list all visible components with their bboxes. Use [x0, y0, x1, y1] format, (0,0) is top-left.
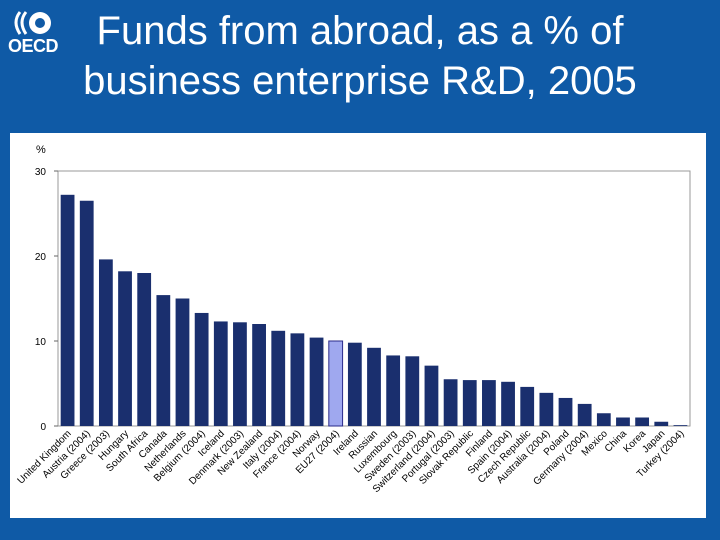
bar-eu27-2004	[328, 340, 344, 427]
bar-france-2004	[290, 333, 305, 426]
bar-czech-republic	[520, 386, 535, 426]
y-tick-label: 10	[35, 337, 47, 348]
bar-norway	[309, 337, 324, 426]
bar-canada	[156, 295, 171, 426]
oecd-logo	[6, 8, 66, 68]
y-tick-label: 30	[35, 167, 47, 178]
bar-australia-2004	[539, 392, 554, 426]
oecd-logo-mark-icon	[14, 11, 51, 35]
y-tick-label: 0	[40, 422, 46, 433]
bar-luxembourg	[386, 355, 401, 426]
bar-poland	[558, 397, 573, 426]
bar-greece-2003	[98, 259, 113, 426]
bar-slovak-republic	[462, 380, 477, 426]
bar-new-zealand	[252, 324, 266, 426]
bar-russian	[367, 347, 381, 426]
chart-panel: % 0 10 20 30 United Kingdom Austria (2004) Gree…	[10, 133, 706, 518]
bar-japan	[654, 421, 669, 426]
y-tick-label: 20	[35, 252, 47, 263]
bar-austria-2004	[79, 200, 94, 426]
bar-united-kingdom	[60, 194, 75, 426]
bar-spain-2004	[501, 381, 515, 426]
bar-ireland	[347, 342, 362, 426]
oecd-logo-text: OECD	[8, 36, 59, 56]
bar-sweden-2003	[405, 356, 420, 426]
bar-mexico	[596, 413, 611, 426]
bar-china	[616, 417, 630, 426]
page-title: Funds from abroad, as a % of business en…	[0, 6, 720, 106]
bar-portugal-2003	[443, 379, 458, 426]
bar-finland	[482, 380, 496, 426]
bar-turkey-2004	[673, 425, 688, 426]
bar-denmark-2003	[233, 322, 247, 426]
bar-korea	[635, 417, 650, 426]
bar-switzerland-2004	[424, 365, 439, 426]
bar-belgium-2004	[194, 312, 209, 426]
y-axis-label: %	[36, 144, 46, 156]
bar-hungary	[118, 271, 132, 426]
title-line-1: Funds from abroad, as a % of	[96, 9, 624, 53]
title-line-2: business enterprise R&D, 2005	[83, 59, 637, 103]
bar-iceland	[213, 321, 228, 426]
bar-italy-2004	[271, 330, 286, 426]
bar-germany-2004	[577, 403, 592, 426]
bar-netherlands	[175, 298, 190, 426]
bar-south-africa	[137, 273, 152, 426]
